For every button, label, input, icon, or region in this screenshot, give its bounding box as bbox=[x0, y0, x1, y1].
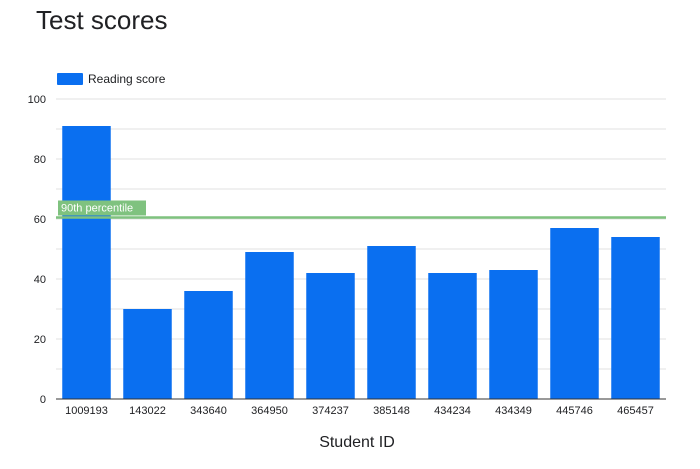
bar bbox=[245, 252, 294, 399]
bar bbox=[428, 273, 477, 399]
x-tick-label: 343640 bbox=[190, 405, 227, 417]
legend-swatch bbox=[57, 73, 83, 85]
bar bbox=[489, 270, 538, 399]
x-tick-label: 143022 bbox=[129, 405, 166, 417]
chart-title: Test scores bbox=[36, 5, 168, 35]
bar bbox=[123, 309, 172, 399]
bar bbox=[367, 246, 416, 399]
reference-line-label: 90th percentile bbox=[61, 203, 133, 215]
x-tick-label: 434234 bbox=[434, 405, 471, 417]
y-tick-label: 20 bbox=[34, 334, 46, 346]
y-axis-ticks: 0 20 40 60 80 100 bbox=[28, 94, 46, 406]
y-tick-label: 80 bbox=[34, 154, 46, 166]
bar bbox=[306, 273, 355, 399]
x-tick-label: 374237 bbox=[312, 405, 349, 417]
legend-label: Reading score bbox=[88, 72, 166, 86]
bar bbox=[550, 228, 599, 399]
x-tick-label: 445746 bbox=[556, 405, 593, 417]
reference-line-group: 90th percentile bbox=[56, 200, 666, 219]
x-axis-title: Student ID bbox=[319, 434, 395, 451]
x-tick-label: 364950 bbox=[251, 405, 288, 417]
y-tick-label: 60 bbox=[34, 214, 46, 226]
x-tick-label: 1009193 bbox=[65, 405, 108, 417]
x-tick-label: 434349 bbox=[495, 405, 532, 417]
y-tick-label: 0 bbox=[40, 394, 46, 406]
y-tick-label: 100 bbox=[28, 94, 46, 106]
bar bbox=[62, 126, 111, 399]
bars bbox=[62, 126, 660, 399]
x-tick-label: 385148 bbox=[373, 405, 410, 417]
reference-line-label-bg bbox=[58, 200, 146, 216]
y-tick-label: 40 bbox=[34, 274, 46, 286]
x-tick-label: 465457 bbox=[617, 405, 654, 417]
x-axis-ticks: 1009193 143022 343640 364950 374237 385148 434… bbox=[65, 405, 654, 417]
legend: Reading score bbox=[57, 72, 166, 86]
bar bbox=[611, 237, 660, 399]
bar bbox=[184, 291, 233, 399]
